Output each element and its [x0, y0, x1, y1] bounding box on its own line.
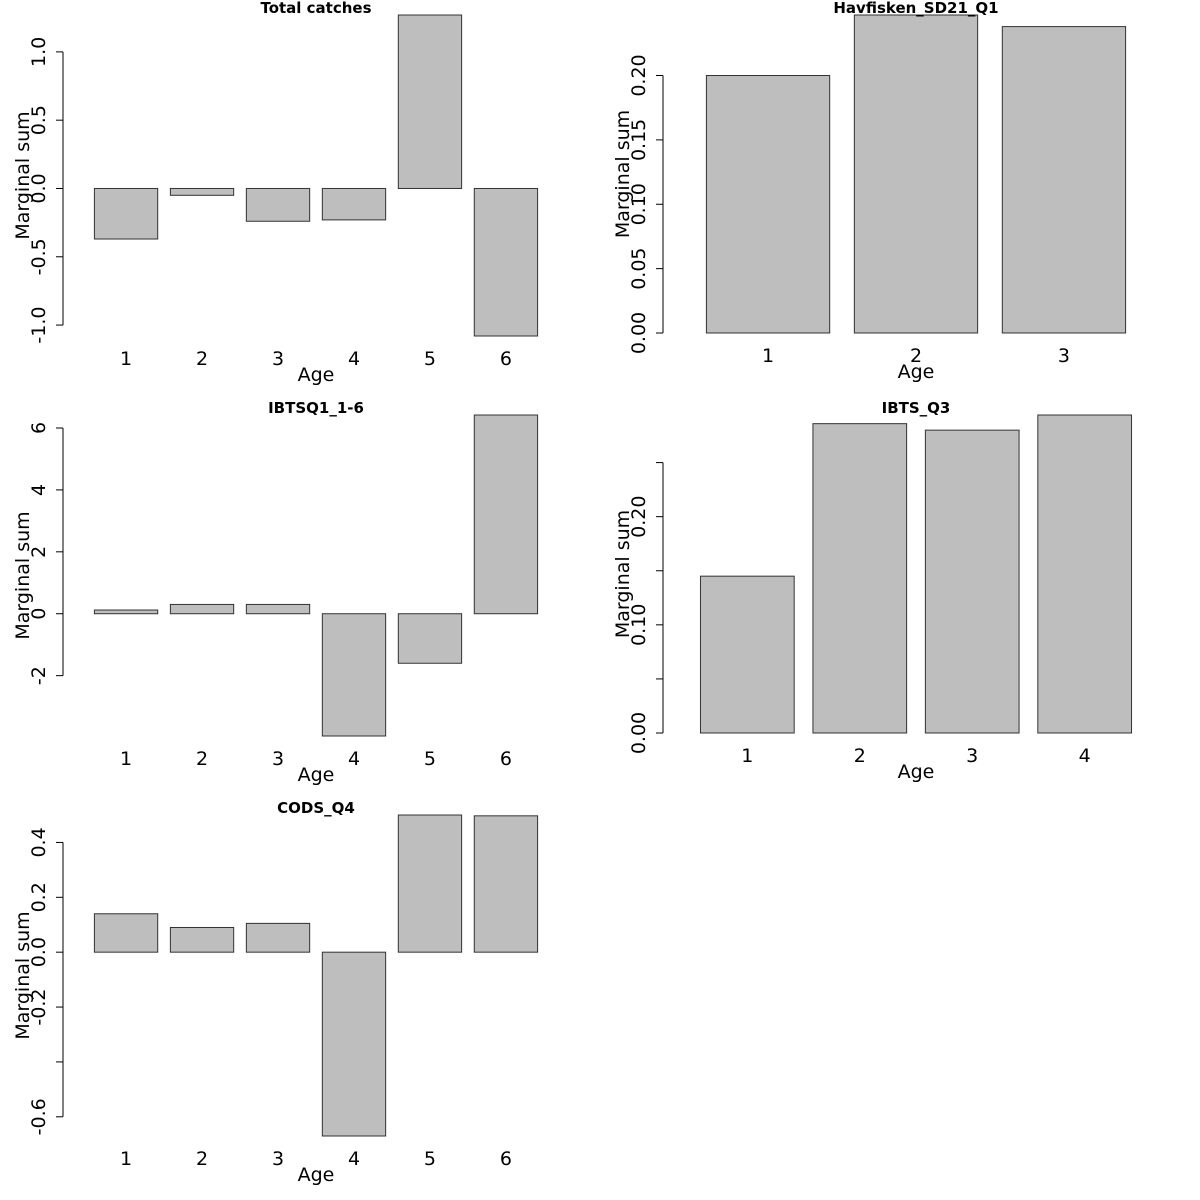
panel-1: -1.0 -0.5 0.0 0.5 1.0 1 2 3 4 5 6 Total catches Age M… — [12, 0, 539, 386]
x-tick-label: 1 — [762, 345, 774, 367]
bar-2 — [169, 187, 235, 196]
bar-5 — [397, 14, 463, 189]
x-tick-label: 3 — [966, 745, 978, 767]
y-tick-label: 0.10 — [628, 183, 650, 225]
y-axis-label: Marginal sum — [612, 510, 634, 638]
x-tick-label: 2 — [196, 1148, 208, 1170]
x-tick-label: 6 — [500, 748, 512, 770]
bar-2 — [853, 14, 979, 334]
bar-5 — [397, 613, 463, 664]
y-tick-label: 0.0 — [28, 173, 50, 203]
x-tick-label: 5 — [424, 348, 436, 370]
x-tick-label: 2 — [910, 345, 922, 367]
x-tick-label: 6 — [500, 1148, 512, 1170]
bar-5 — [397, 814, 463, 953]
x-tick-label: 3 — [272, 748, 284, 770]
x-tick-label: 2 — [854, 745, 866, 767]
bar-6 — [473, 187, 539, 337]
y-tick-label: 0.2 — [28, 882, 50, 912]
x-tick-label: 5 — [424, 748, 436, 770]
x-tick-label: 3 — [272, 1148, 284, 1170]
y-tick-label: -2 — [28, 666, 50, 685]
x-tick-label: 3 — [272, 348, 284, 370]
x-axis-label: Age — [298, 364, 335, 386]
y-axis-label: Marginal sum — [12, 111, 34, 239]
bar-2 — [169, 926, 235, 953]
y-tick-label: 0.20 — [628, 54, 650, 96]
x-tick-label: 3 — [1058, 345, 1070, 367]
plot-title: CODS_Q4 — [277, 799, 355, 817]
y-tick-label: -0.2 — [28, 989, 50, 1026]
bar-4 — [321, 187, 387, 221]
y-tick-label: 0.00 — [628, 312, 650, 354]
x-tick-label: 6 — [500, 348, 512, 370]
bar-2 — [812, 423, 908, 734]
y-tick-label: 0.15 — [628, 119, 650, 161]
y-axis-label: Marginal sum — [12, 911, 34, 1039]
bar-3 — [245, 187, 311, 222]
panel-3: -2 0 2 4 6 1 2 3 4 5 6 IBTSQ1_1-6 Age Marginal sum — [12, 399, 539, 786]
x-axis-label: Age — [298, 1164, 335, 1186]
x-tick-label: 4 — [1079, 745, 1091, 767]
y-tick-label: 0.4 — [28, 827, 50, 857]
y-tick-label: -0.6 — [28, 1098, 50, 1135]
bar-4 — [1037, 414, 1133, 734]
bar-3 — [924, 429, 1020, 734]
x-tick-label: 1 — [120, 348, 132, 370]
bar-3 — [1001, 26, 1127, 334]
bar-1 — [699, 575, 795, 734]
y-tick-label: 0.05 — [628, 247, 650, 289]
plot-title: Havfisken_SD21_Q1 — [833, 0, 998, 17]
bar-3 — [245, 603, 311, 615]
x-axis-label: Age — [298, 764, 335, 786]
y-tick-label: 0.10 — [628, 604, 650, 646]
y-tick-label: 0.0 — [28, 937, 50, 967]
panel-5: -0.6 -0.2 0.0 0.2 0.4 1 2 3 4 5 6 CODS_Q4 Age Margina… — [12, 799, 539, 1186]
y-axis-label: Marginal sum — [612, 110, 634, 238]
x-tick-label: 5 — [424, 1148, 436, 1170]
x-tick-label: 1 — [741, 745, 753, 767]
y-tick-label: 0 — [28, 608, 50, 620]
y-tick-label: -0.5 — [28, 238, 50, 275]
plot-title: IBTS_Q3 — [882, 399, 951, 417]
x-tick-label: 2 — [196, 748, 208, 770]
x-tick-label: 4 — [348, 348, 360, 370]
y-tick-label: 2 — [28, 546, 50, 558]
plot-title: Total catches — [260, 0, 371, 17]
panel-4: 0.00 0.10 0.20 1 2 3 4 IBTS_Q3 Age Marginal sum — [612, 399, 1133, 783]
x-tick-label: 1 — [120, 748, 132, 770]
bar-6 — [473, 414, 539, 615]
plot-title: IBTSQ1_1-6 — [268, 399, 364, 417]
bar-1 — [705, 75, 831, 334]
bar-3 — [245, 922, 311, 953]
x-axis-label: Age — [898, 761, 935, 783]
x-tick-label: 4 — [348, 1148, 360, 1170]
bar-2 — [169, 603, 235, 615]
x-tick-label: 4 — [348, 748, 360, 770]
y-tick-label: 0.5 — [28, 105, 50, 135]
bar-6 — [473, 815, 539, 953]
y-tick-label: 6 — [28, 422, 50, 434]
bar-4 — [321, 951, 387, 1137]
bar-1 — [93, 913, 159, 953]
x-tick-label: 1 — [120, 1148, 132, 1170]
y-axis-label: Marginal sum — [12, 511, 34, 639]
y-tick-label: 0.00 — [628, 712, 650, 754]
bar-4 — [321, 613, 387, 737]
y-tick-label: -1.0 — [28, 307, 50, 344]
y-tick-label: 0.20 — [628, 496, 650, 538]
bar-1 — [93, 187, 159, 240]
x-tick-label: 2 — [196, 348, 208, 370]
panel-2: 0.00 0.05 0.10 0.15 0.20 1 2 3 Havfisken_SD21_Q1… — [612, 0, 1127, 383]
x-axis-label: Age — [898, 361, 935, 383]
y-tick-label: 1.0 — [28, 37, 50, 67]
bar-1 — [93, 609, 159, 615]
y-tick-label: 4 — [28, 484, 50, 496]
